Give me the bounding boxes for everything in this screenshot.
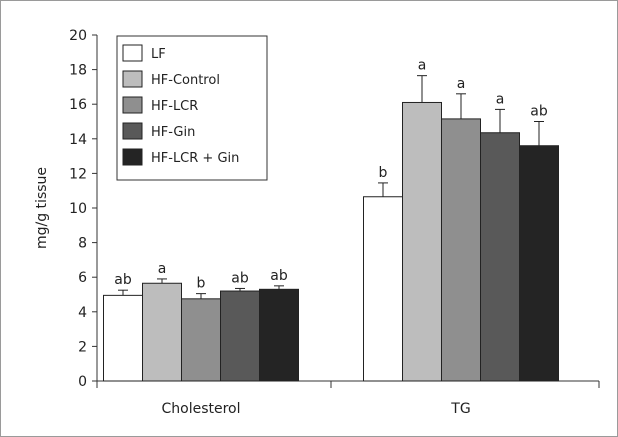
y-axis-label: mg/g tissue xyxy=(34,167,50,249)
significance-label: a xyxy=(457,76,466,92)
bar-lf-cholesterol xyxy=(103,294,143,382)
category-labels-layer: Cholesterol TG xyxy=(161,401,470,417)
y-tick-label: 10 xyxy=(69,201,87,217)
significance-label: a xyxy=(496,91,505,107)
y-tick-label: 18 xyxy=(69,63,87,79)
bar-hf-lcr-gin-tg xyxy=(519,145,559,382)
significance-label: a xyxy=(158,261,167,277)
significance-label: a xyxy=(418,58,427,74)
significance-label: b xyxy=(197,276,206,292)
significance-label: ab xyxy=(231,270,249,286)
y-tick-label: 4 xyxy=(78,305,87,321)
bar-hf-gin-tg xyxy=(480,132,520,382)
legend-swatch xyxy=(122,44,143,62)
legend-swatch xyxy=(122,148,143,166)
significance-label: b xyxy=(379,165,388,181)
y-tick-label: 0 xyxy=(78,374,87,390)
legend-label: HF-LCR + Gin xyxy=(151,151,239,166)
y-tick-label: 6 xyxy=(78,270,87,286)
legend-swatch xyxy=(122,122,143,140)
legend-swatch xyxy=(122,70,143,88)
y-tick-label: 16 xyxy=(69,97,87,113)
significance-label: ab xyxy=(270,268,288,284)
bar-hf-gin-cholesterol xyxy=(220,290,260,382)
y-tick-label: 14 xyxy=(69,132,87,148)
legend-label: HF-Gin xyxy=(151,125,195,140)
bar-hf-lcr-tg xyxy=(441,118,481,382)
y-tick-label: 20 xyxy=(69,28,87,44)
significance-label: ab xyxy=(114,272,132,288)
legend-label: LF xyxy=(151,47,166,62)
bar-hf-control-cholesterol xyxy=(142,282,182,382)
bar-hf-lcr-cholesterol xyxy=(181,298,221,382)
bar-lf-tg xyxy=(363,196,403,382)
category-label: Cholesterol xyxy=(161,401,240,417)
significance-label: ab xyxy=(530,104,548,120)
y-tick-label: 8 xyxy=(78,236,87,252)
legend-label: HF-Control xyxy=(151,73,220,88)
category-label: TG xyxy=(450,401,470,417)
y-tick-label: 12 xyxy=(69,166,87,182)
legend-label: HF-LCR xyxy=(151,99,198,114)
bar-hf-lcr-gin-cholesterol xyxy=(259,288,299,382)
bars-layer xyxy=(103,101,559,382)
y-tick-label: 2 xyxy=(78,339,87,355)
legend: LF HF-Control HF-LCR HF-Gin HF-LCR + Gin xyxy=(116,35,268,181)
bar-hf-control-tg xyxy=(402,101,442,382)
error-bars-layer xyxy=(118,75,544,299)
legend-swatch xyxy=(122,96,143,114)
